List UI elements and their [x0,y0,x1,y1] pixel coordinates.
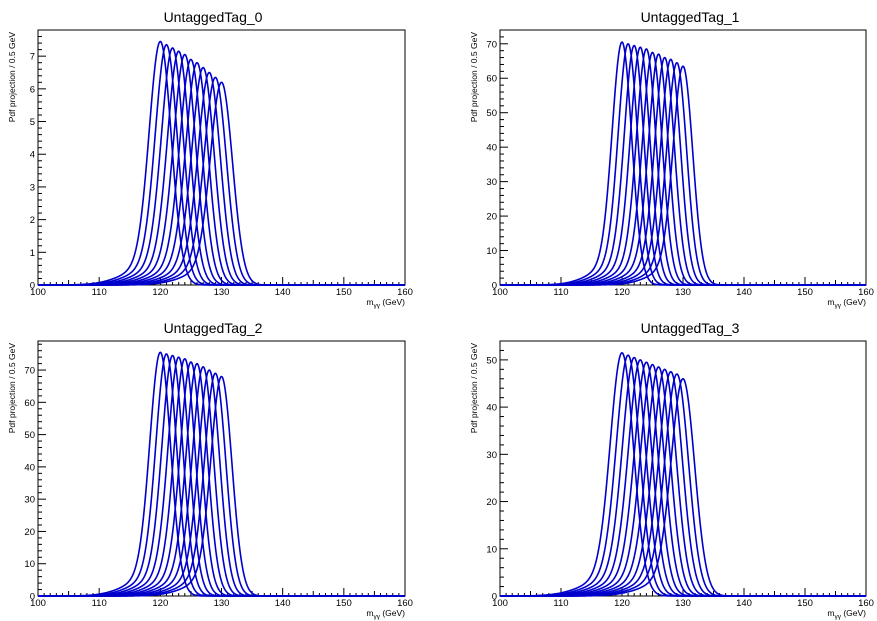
y-tick-label: 0 [492,281,497,292]
x-tick-label: 140 [275,598,291,609]
series-line-123 [499,359,867,597]
series-line-129 [499,373,867,597]
chart-panel-0: UntaggedTag_0 100 110 120 130 140 150 160 0 1 2 3 4 5… [7,9,413,310]
plot-frame [37,340,406,597]
x-tick-label: 140 [736,287,752,298]
x-axis-label-unit: (GeV) [841,297,866,307]
x-axis-label-subscript: γγ [373,303,380,310]
y-tick-label: 10 [486,544,497,555]
chart-title: UntaggedTag_2 [164,320,263,336]
chart-title: UntaggedTag_1 [641,9,740,25]
y-tick-label: 0 [30,281,35,292]
chart-title: UntaggedTag_0 [164,9,263,25]
y-axis-label: Pdf projection / 0.5 GeV [7,32,17,123]
x-tick-label: 160 [397,287,413,298]
x-tick-label: 150 [797,287,813,298]
y-tick-label: 50 [24,430,35,441]
series-line-130 [499,65,867,286]
y-tick-label: 6 [30,84,35,95]
x-tick-label: 150 [336,598,352,609]
y-tick-label: 30 [486,177,497,188]
y-tick-label: 20 [486,212,497,223]
y-tick-label: 1 [30,248,35,259]
x-axis-label-unit: (GeV) [841,608,866,618]
y-axis-label: Pdf projection / 0.5 GeV [469,343,479,434]
chart-panel-3: UntaggedTag_3 100 110 120 130 140 150 160 0 10 20 3… [469,320,874,621]
x-axis-label-main: m [827,608,834,618]
x-tick-label: 120 [614,287,630,298]
y-tick-label: 40 [486,403,497,414]
x-axis-label-main: m [366,608,373,618]
x-axis-label-subscript: γγ [834,614,841,621]
x-axis-label: mγγ (GeV) [366,297,405,310]
y-tick-label: 10 [24,559,35,570]
x-axis-label-unit: (GeV) [380,608,405,618]
x-axis-label-unit: (GeV) [380,297,405,307]
x-tick-label: 150 [797,598,813,609]
x-tick-label: 100 [492,287,508,298]
y-tick-label: 60 [486,74,497,85]
x-axis-label-subscript: γγ [834,303,841,310]
x-tick-label: 140 [275,287,291,298]
x-tick-label: 120 [152,287,168,298]
y-tick-label: 4 [30,150,35,161]
x-axis-label-main: m [827,297,834,307]
y-tick-label: 60 [24,398,35,409]
x-axis-label-main: m [366,297,373,307]
x-tick-label: 110 [92,287,107,298]
y-tick-label: 10 [486,246,497,257]
y-tick-label: 20 [24,527,35,538]
y-tick-label: 30 [486,450,497,461]
x-tick-label: 100 [30,287,46,298]
y-tick-label: 70 [24,366,35,377]
plot-frame [37,29,406,286]
y-tick-label: 2 [30,215,35,226]
y-tick-label: 20 [486,497,497,508]
x-tick-label: 140 [736,598,752,609]
x-tick-label: 110 [553,287,568,298]
y-tick-label: 70 [486,39,497,50]
x-tick-label: 100 [30,598,46,609]
chart-title: UntaggedTag_3 [641,320,740,336]
x-tick-label: 100 [492,598,508,609]
x-tick-label: 130 [214,287,230,298]
series-line-122 [499,356,867,597]
chart-panel-1: UntaggedTag_1 100 110 120 130 140 150 160 0 10 20 3… [469,9,874,310]
series-line-130 [37,81,406,286]
y-tick-label: 0 [30,592,35,603]
x-tick-label: 110 [553,598,568,609]
x-tick-label: 130 [675,287,691,298]
x-tick-label: 110 [92,598,107,609]
x-axis-label: mγγ (GeV) [366,608,405,621]
y-tick-label: 3 [30,182,35,193]
y-tick-label: 5 [30,117,35,128]
x-tick-label: 130 [214,598,230,609]
x-axis-label-subscript: γγ [373,614,380,621]
y-tick-label: 0 [492,592,497,603]
x-tick-label: 160 [397,598,413,609]
x-axis-label: mγγ (GeV) [827,297,866,310]
y-axis-label: Pdf projection / 0.5 GeV [7,343,17,434]
series-line-130 [499,377,867,597]
series-line-130 [37,375,406,597]
chart-panel-2: UntaggedTag_2 100 110 120 130 140 150 160 0 10 20 3… [7,320,413,621]
x-tick-label: 150 [336,287,352,298]
x-axis-label: mγγ (GeV) [827,608,866,621]
x-tick-label: 120 [614,598,630,609]
x-tick-label: 160 [858,598,874,609]
y-tick-label: 50 [486,108,497,119]
y-tick-label: 40 [486,143,497,154]
y-axis-label: Pdf projection / 0.5 GeV [469,32,479,123]
y-tick-label: 30 [24,495,35,506]
y-tick-label: 40 [24,462,35,473]
series-line-129 [37,76,406,286]
x-tick-label: 130 [675,598,691,609]
x-tick-label: 160 [858,287,874,298]
y-tick-label: 50 [486,355,497,366]
x-tick-label: 120 [152,598,168,609]
y-tick-label: 7 [30,52,35,63]
